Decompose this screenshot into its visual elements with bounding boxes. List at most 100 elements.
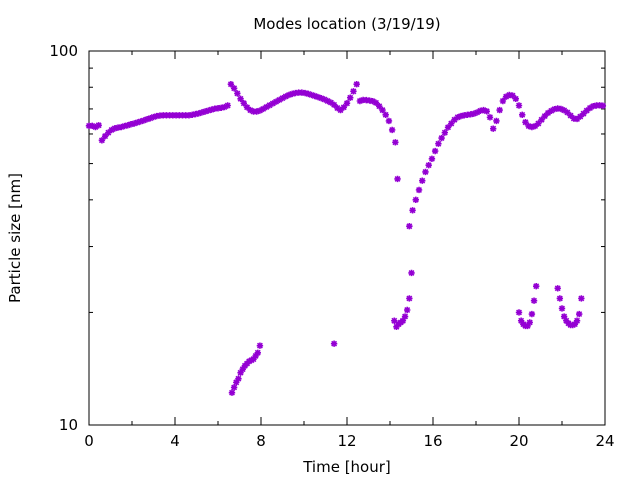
data-point-upper-mode: [337, 106, 344, 114]
data-point-upper-mode: [121, 122, 128, 130]
data-point-upper-mode: [480, 106, 487, 114]
data-point-lower-mode: [530, 297, 538, 304]
data-point-upper-mode: [263, 103, 270, 111]
data-point-upper-mode: [334, 104, 341, 112]
data-point-upper-mode: [127, 121, 135, 128]
data-point-upper-mode: [95, 122, 102, 129]
x-tick-label: 16: [423, 432, 442, 450]
plot-frame: [88, 50, 606, 426]
data-point-upper-mode: [111, 125, 118, 132]
data-point-upper-mode: [454, 114, 461, 121]
data-point-lower-mode: [560, 313, 568, 320]
data-point-upper-mode: [544, 109, 552, 117]
data-point-upper-mode: [473, 109, 481, 116]
x-tick-label: 4: [170, 432, 180, 450]
data-point-lower-mode: [233, 379, 240, 386]
data-point-upper-mode: [464, 111, 471, 119]
data-point-lower-mode: [558, 305, 566, 312]
x-tick-label: 0: [84, 432, 94, 450]
data-point-upper-mode: [528, 123, 536, 131]
data-point-upper-mode: [496, 106, 503, 114]
data-point-upper-mode: [425, 162, 432, 169]
data-point-upper-mode: [366, 97, 373, 104]
data-point-lower-mode: [554, 285, 561, 292]
data-point-upper-mode: [301, 89, 309, 97]
data-point-upper-mode: [431, 147, 439, 155]
data-point-upper-mode: [551, 105, 558, 113]
data-point-upper-mode: [311, 92, 318, 100]
y-axis-label: Particle size [nm]: [6, 173, 24, 303]
data-point-upper-mode: [150, 113, 157, 121]
data-point-upper-mode: [557, 105, 565, 113]
data-point-upper-mode: [318, 94, 325, 102]
data-point-upper-mode: [522, 119, 529, 126]
x-axis-label: Time [hour]: [302, 458, 391, 476]
data-point-upper-mode: [189, 111, 196, 119]
data-point-upper-mode: [457, 112, 465, 120]
data-point-upper-mode: [272, 98, 280, 105]
data-point-upper-mode: [269, 100, 277, 107]
data-point-lower-mode: [254, 349, 261, 356]
data-point-upper-mode: [324, 97, 331, 105]
y-tick-label: 10: [59, 416, 78, 434]
data-point-lower-mode: [517, 317, 525, 324]
data-point-upper-mode: [535, 120, 542, 127]
data-point-upper-mode: [305, 90, 312, 98]
data-point-lower-mode: [556, 295, 564, 302]
data-point-upper-mode: [163, 112, 170, 119]
data-point-upper-mode: [483, 108, 490, 115]
data-point-upper-mode: [282, 93, 289, 100]
data-point-upper-mode: [250, 108, 257, 115]
data-point-upper-mode: [343, 100, 351, 107]
data-point-upper-mode: [596, 102, 603, 109]
data-point-lower-mode: [237, 369, 244, 376]
data-point-upper-mode: [182, 112, 189, 119]
data-point-upper-mode: [256, 107, 264, 114]
data-point-upper-mode: [314, 93, 322, 101]
data-point-upper-mode: [211, 105, 218, 112]
data-point-lower-mode: [252, 352, 259, 360]
data-point-lower-mode: [524, 322, 531, 330]
data-point-upper-mode: [369, 98, 376, 105]
data-point-upper-mode: [172, 112, 180, 119]
data-point-upper-mode: [490, 125, 497, 132]
data-point-lower-mode: [526, 319, 533, 326]
data-point-upper-mode: [470, 110, 478, 117]
data-point-upper-mode: [599, 102, 607, 109]
data-point-upper-mode: [140, 117, 148, 124]
data-point-lower-mode: [528, 310, 536, 318]
data-point-upper-mode: [583, 107, 590, 114]
data-point-upper-mode: [392, 139, 399, 146]
data-point-upper-mode: [567, 112, 574, 119]
data-point-lower-mode: [230, 384, 238, 391]
data-point-upper-mode: [185, 112, 193, 119]
data-point-upper-mode: [385, 117, 393, 125]
data-point-upper-mode: [350, 88, 357, 95]
data-point-upper-mode: [435, 140, 442, 147]
data-point-upper-mode: [586, 104, 594, 112]
data-point-upper-mode: [98, 137, 106, 144]
data-point-upper-mode: [428, 155, 436, 162]
data-point-upper-mode: [192, 110, 199, 118]
data-point-upper-mode: [577, 113, 584, 120]
data-point-upper-mode: [214, 105, 222, 112]
data-point-upper-mode: [467, 111, 474, 118]
data-point-lower-mode: [401, 313, 409, 320]
data-point-upper-mode: [130, 120, 138, 127]
data-point-upper-mode: [224, 102, 231, 109]
data-point-upper-mode: [330, 101, 338, 109]
data-point-upper-mode: [321, 96, 328, 103]
data-point-upper-mode: [406, 223, 413, 230]
data-point-upper-mode: [230, 85, 238, 92]
data-point-upper-mode: [166, 112, 173, 119]
data-point-upper-mode: [201, 108, 209, 115]
x-tick-label: 12: [337, 432, 356, 450]
y-tick-label: 100: [49, 42, 78, 60]
data-point-lower-mode: [330, 340, 338, 347]
data-point-upper-mode: [382, 111, 389, 119]
data-point-upper-mode: [388, 126, 396, 134]
data-point-upper-mode: [101, 132, 109, 140]
data-point-lower-mode: [228, 389, 236, 396]
data-point-upper-mode: [460, 112, 468, 119]
